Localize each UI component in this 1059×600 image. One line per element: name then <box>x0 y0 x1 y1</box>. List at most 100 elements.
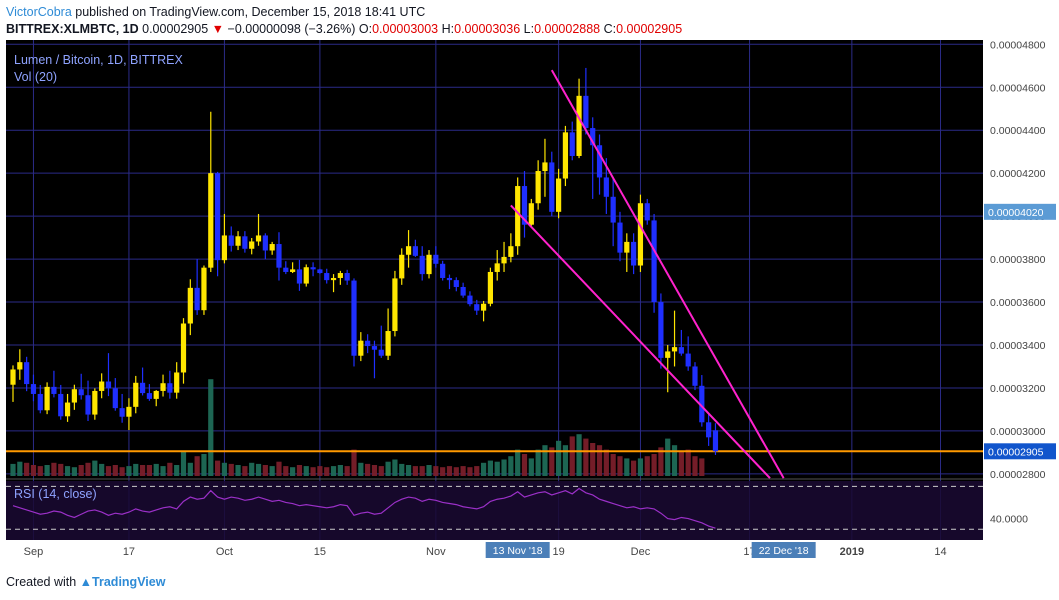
volume-bar <box>112 465 118 476</box>
volume-bar <box>71 467 77 476</box>
volume-bar <box>678 451 684 476</box>
price-tick-label: 0.00003200 <box>990 383 1046 395</box>
volume-bar <box>133 463 139 476</box>
volume-bar <box>44 465 50 476</box>
time-highlight-bg <box>485 542 550 558</box>
candle-body <box>17 362 23 370</box>
candle-body <box>678 347 684 354</box>
volume-bar <box>487 460 493 476</box>
candle-body <box>296 269 303 284</box>
candle-body <box>631 241 637 266</box>
volume-bar <box>480 462 487 476</box>
volume-bar <box>153 463 159 476</box>
candle-body <box>262 235 268 251</box>
volume-bar <box>549 447 555 476</box>
price-chart[interactable]: 0.00002800 0.00003000 0.00003200 0.00003400… <box>0 40 1059 570</box>
volume-bar <box>30 465 37 476</box>
candle-body <box>71 389 77 403</box>
price-tick-label: 0.00004400 <box>990 125 1046 137</box>
volume-bar <box>310 467 316 476</box>
volume-bar <box>303 466 309 476</box>
tradingview-logo-icon: ▲ <box>79 575 93 589</box>
candle-body <box>596 145 603 178</box>
trend-line <box>510 204 771 479</box>
volume-bar <box>699 458 705 476</box>
price-marker-bg <box>984 203 1056 220</box>
volume-bar <box>651 454 657 476</box>
volume-bar <box>358 462 364 476</box>
candle-body <box>235 236 241 246</box>
volume-bar <box>474 466 480 476</box>
candle-body <box>590 128 596 146</box>
volume-bar <box>501 459 507 476</box>
volume-bar <box>692 456 698 476</box>
volume-bar <box>160 466 166 476</box>
volume-bar <box>671 445 678 476</box>
volume-bar <box>92 460 98 476</box>
volume-bar <box>215 460 221 476</box>
trend-lines <box>510 69 785 479</box>
volume-bar <box>10 463 16 476</box>
volume-bar <box>542 445 548 476</box>
candle-body <box>51 386 57 394</box>
open-label: O: <box>358 22 373 36</box>
candle-body <box>712 430 719 452</box>
candle-body <box>453 280 459 287</box>
volume-bar <box>78 465 84 476</box>
candle-body <box>180 323 187 373</box>
candle-body <box>651 220 657 303</box>
low-value: 0.00002888 <box>534 22 601 36</box>
candle-body <box>112 388 118 409</box>
time-highlight-label: 22 Dec '18 <box>759 545 809 557</box>
volume-bar <box>187 462 193 476</box>
volume-bar <box>562 445 569 476</box>
volume-bar <box>467 467 473 476</box>
volume-bar <box>460 466 466 476</box>
candle-body <box>460 286 466 296</box>
volume-bar <box>596 445 603 476</box>
volume-bar <box>624 458 630 476</box>
symbol-ohlc-line: BITTREX:XLMBTC, 1D 0.00002905 ▼ −0.00000… <box>6 22 682 36</box>
candle-body <box>160 383 166 391</box>
volume-bar <box>412 466 418 476</box>
candle-body <box>242 236 248 249</box>
candle-body <box>255 235 262 242</box>
rsi-pane <box>6 481 983 540</box>
volume-bar <box>371 465 378 476</box>
price-axis[interactable] <box>983 40 1059 540</box>
volume-bar <box>296 465 303 476</box>
candle-body <box>221 235 228 261</box>
volume-bar <box>180 451 187 476</box>
candle-body <box>330 277 337 281</box>
volume-bar <box>610 454 616 476</box>
author-link[interactable]: VictorCobra <box>6 5 72 19</box>
candle-body <box>501 256 507 264</box>
price-tick-label: 0.00004200 <box>990 168 1046 180</box>
candle-body <box>603 177 609 197</box>
candle-body <box>24 362 30 385</box>
candle-body <box>92 390 98 415</box>
close-label: C: <box>603 22 617 36</box>
candle-body <box>290 269 296 272</box>
candle-body <box>569 132 575 156</box>
volume-bar <box>419 466 425 476</box>
candle-body <box>324 273 330 281</box>
candle-body <box>467 295 473 305</box>
candlesticks <box>10 67 719 455</box>
candle-body <box>671 347 678 352</box>
volume-bar <box>330 466 337 476</box>
candle-body <box>228 235 234 246</box>
tradingview-brand[interactable]: TradingView <box>92 575 166 589</box>
volume-bar <box>392 459 398 476</box>
candle-body <box>521 186 528 225</box>
plot-area[interactable] <box>6 40 983 540</box>
volume-bar <box>235 465 241 476</box>
candle-body <box>583 95 589 129</box>
time-tick-label: Oct <box>216 546 233 558</box>
high-value: 0.00003036 <box>454 22 521 36</box>
created-with-text: Created with <box>6 575 77 589</box>
volume-bar <box>17 461 23 476</box>
candle-body <box>105 381 112 389</box>
candle-body <box>44 386 50 411</box>
volume-bar <box>337 465 343 476</box>
